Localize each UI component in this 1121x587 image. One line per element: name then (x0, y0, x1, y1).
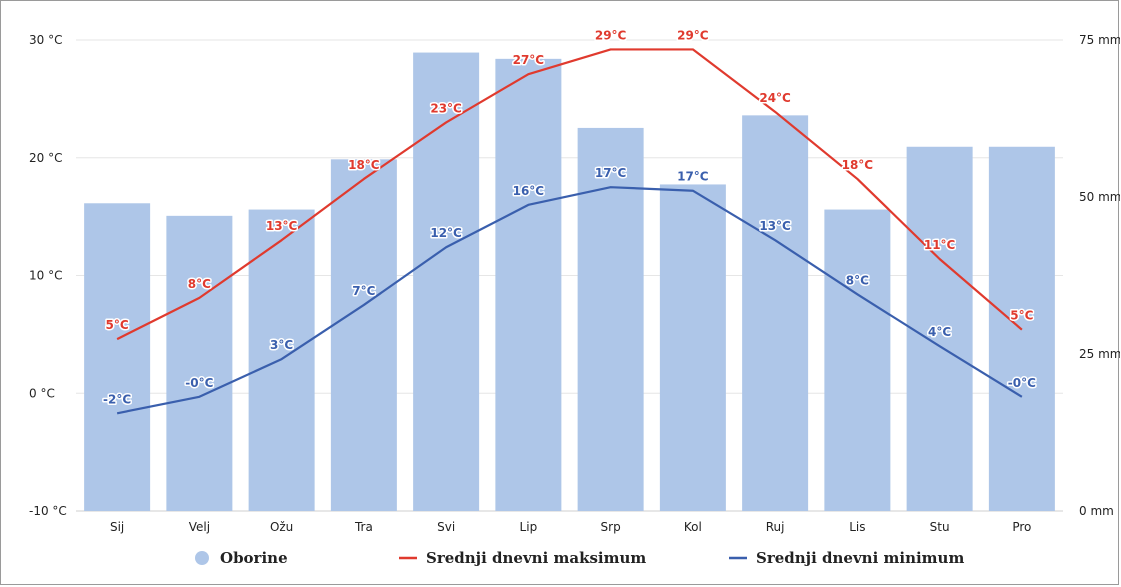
temperature-data-label: 29°C (677, 28, 709, 42)
x-tick-label: Lip (520, 520, 538, 534)
precipitation-bar (742, 115, 809, 512)
grid-lines (76, 39, 1063, 512)
x-tick-label: Sij (110, 520, 124, 534)
precipitation-bar (495, 58, 562, 512)
data-label-halo: 3°C (270, 338, 293, 352)
x-tick-label: Ožu (270, 520, 293, 534)
temperature-data-label: 11°C (924, 238, 956, 252)
precipitation-bar (330, 159, 397, 511)
data-label-halo: 5°C (106, 318, 129, 332)
temperature-series-line (116, 186, 1023, 415)
y-right-tick-label: 0 mm (1079, 504, 1114, 518)
temperature-data-label: -0°C (185, 376, 213, 390)
data-label-halo: 29°C (677, 28, 709, 42)
x-tick-label: Kol (684, 520, 702, 534)
temperature-data-label: 27°C (513, 53, 545, 67)
axis-labels: 30 °C 20 °C 10 °C 0 °C -10 °C 75 mm 50 mm 25 mm… (29, 33, 1120, 534)
data-label-halo: 17°C (677, 170, 709, 184)
x-tick-label: Lis (849, 520, 865, 534)
data-label-halo: -0°C (1008, 376, 1036, 390)
data-label-halo: 12°C (430, 226, 462, 240)
y-left-tick-label: 0 °C (29, 386, 55, 400)
temperature-data-label: 18°C (842, 158, 874, 172)
temperature-data-label: 29°C (595, 28, 627, 42)
temperature-data-label: 5°C (106, 318, 129, 332)
y-right-tick-label: 50 mm (1079, 190, 1120, 204)
data-label-halo: 11°C (924, 238, 956, 252)
data-label-halo: 29°C (595, 28, 627, 42)
temperature-data-label: 13°C (759, 219, 791, 233)
data-label-halo: 16°C (513, 184, 545, 198)
data-label-halo: 18°C (348, 158, 380, 172)
data-label-halo: -2°C (103, 392, 131, 406)
temperature-data-label: 5°C (1010, 309, 1033, 323)
data-label-halo: 5°C (1010, 309, 1033, 323)
data-label-halo: 4°C (928, 325, 951, 339)
temperature-data-label: 17°C (595, 166, 627, 180)
temperature-data-label: 4°C (928, 325, 951, 339)
precipitation-bar (659, 184, 726, 511)
y-left-tick-label: 30 °C (29, 33, 62, 47)
x-tick-label: Velj (189, 520, 210, 534)
x-tick-label: Srp (601, 520, 621, 534)
temperature-data-label: 13°C (266, 219, 298, 233)
data-label-halo: 17°C (595, 166, 627, 180)
data-label-halo: 13°C (759, 219, 791, 233)
y-right-tick-label: 75 mm (1079, 33, 1120, 47)
legend: Oborine Srednji dnevni maksimum Srednji dn… (195, 549, 964, 567)
legend-label: Srednji dnevni maksimum (426, 549, 646, 567)
y-left-tick-label: 20 °C (29, 151, 62, 165)
precipitation-bar (824, 209, 891, 511)
precipitation-bar (413, 52, 480, 512)
data-labels: 5°C5°C8°C8°C13°C13°C18°C18°C23°C23°C27°C… (102, 27, 1038, 408)
data-label-halo: 13°C (266, 219, 298, 233)
data-label-halo: -0°C (185, 376, 213, 390)
temperature-data-label: 17°C (677, 170, 709, 184)
x-tick-label: Svi (437, 520, 455, 534)
data-label-halo: 8°C (188, 277, 211, 291)
temperature-data-label: 7°C (352, 284, 375, 298)
temperature-data-label: 23°C (430, 101, 462, 115)
temperature-data-label: 8°C (846, 273, 869, 287)
data-label-halo: 24°C (759, 91, 791, 105)
legend-label: Srednji dnevni minimum (756, 549, 964, 567)
precipitation-bar (166, 215, 233, 511)
data-label-halo: 18°C (842, 158, 874, 172)
precipitation-bar (906, 146, 973, 511)
precipitation-bars (84, 52, 1055, 512)
temperature-data-label: 12°C (430, 226, 462, 240)
temperature-data-label: 24°C (759, 91, 791, 105)
legend-label: Oborine (220, 549, 288, 567)
precipitation-bar (84, 203, 151, 511)
x-tick-label: Stu (930, 520, 950, 534)
x-tick-label: Tra (354, 520, 373, 534)
temperature-series-line (116, 48, 1023, 341)
temperature-data-label: -2°C (103, 392, 131, 406)
data-label-halo: 7°C (352, 284, 375, 298)
temperature-data-label: 18°C (348, 158, 380, 172)
temperature-lines (116, 48, 1023, 415)
precipitation-bar (577, 127, 644, 512)
temperature-data-label: 8°C (188, 277, 211, 291)
temperature-data-label: 16°C (513, 184, 545, 198)
temperature-data-label: 3°C (270, 338, 293, 352)
x-tick-label: Pro (1012, 520, 1031, 534)
data-label-halo: 27°C (513, 53, 545, 67)
y-left-tick-label: 10 °C (29, 269, 62, 283)
x-tick-label: Ruj (766, 520, 785, 534)
data-label-halo: 23°C (430, 101, 462, 115)
temperature-data-label: -0°C (1008, 376, 1036, 390)
legend-marker-circle (195, 551, 209, 565)
y-right-tick-label: 25 mm (1079, 347, 1120, 361)
data-label-halo: 8°C (846, 273, 869, 287)
y-left-tick-label: -10 °C (29, 504, 67, 518)
